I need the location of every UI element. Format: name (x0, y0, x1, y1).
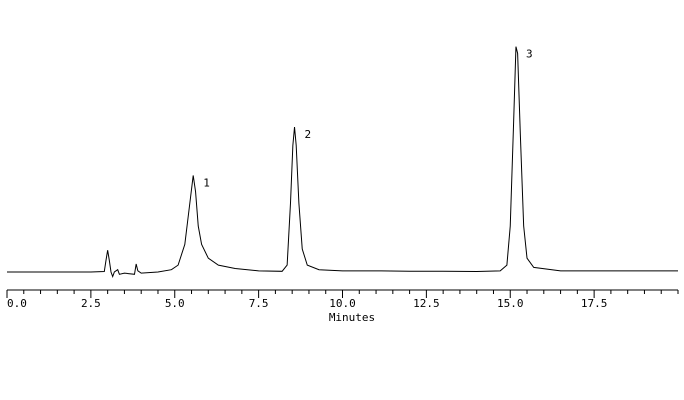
x-tick-label: 0.0 (7, 297, 27, 310)
x-tick-label: 15.0 (497, 297, 524, 310)
x-axis-label: Minutes (329, 311, 375, 324)
x-tick-label: 17.5 (581, 297, 608, 310)
peak-label: 3 (526, 48, 533, 61)
x-tick-label: 7.5 (249, 297, 269, 310)
signal-trace (7, 46, 678, 279)
x-tick-label: 12.5 (413, 297, 440, 310)
peak-label: 2 (305, 128, 312, 141)
peak-label: 1 (203, 176, 210, 189)
x-tick-label: 10.0 (329, 297, 356, 310)
x-tick-label: 2.5 (81, 297, 101, 310)
x-tick-label: 5.0 (165, 297, 185, 310)
